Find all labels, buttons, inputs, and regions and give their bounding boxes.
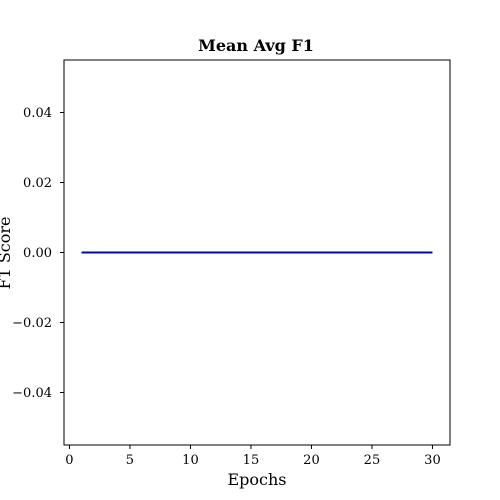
- x-tick-label: 20: [303, 453, 320, 468]
- x-tick-label: 0: [65, 453, 73, 468]
- y-tick-label: 0.04: [23, 106, 52, 121]
- y-tick-label: −0.04: [12, 386, 52, 401]
- x-tick-label: 15: [243, 453, 260, 468]
- x-tick-label: 10: [182, 453, 199, 468]
- y-axis-label: F1 Score: [0, 216, 14, 289]
- y-tick-label: 0.02: [23, 176, 52, 191]
- x-tick-label: 5: [126, 453, 134, 468]
- x-axis-label: Epochs: [227, 470, 286, 489]
- x-tick-label: 25: [364, 453, 381, 468]
- y-tick-label: 0.00: [23, 246, 52, 261]
- y-tick-label: −0.02: [12, 316, 52, 331]
- x-tick-label: 30: [424, 453, 441, 468]
- x-axis: 0 5 10 15 20 25 30: [65, 445, 441, 468]
- y-axis: −0.04 −0.02 0.00 0.02 0.04: [12, 106, 64, 401]
- chart-title: Mean Avg F1: [198, 36, 314, 55]
